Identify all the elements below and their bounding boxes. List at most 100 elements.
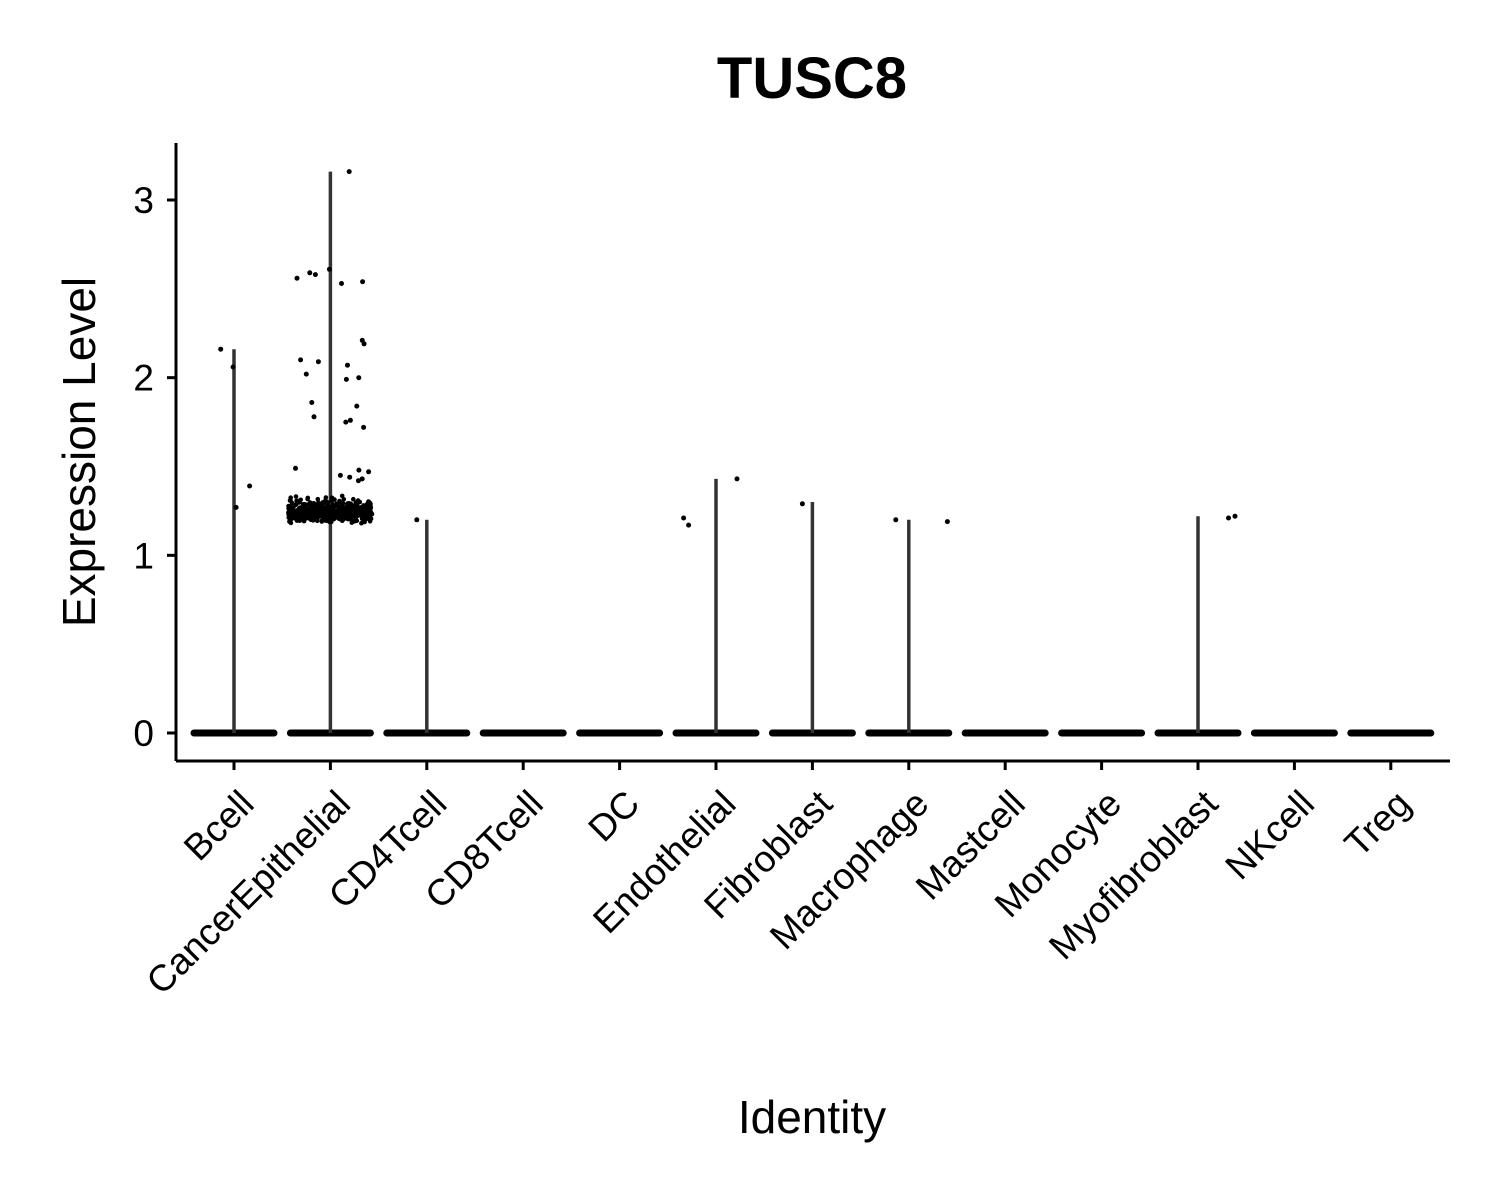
outlier-point-cancerepithelial: [366, 469, 372, 475]
cluster-point: [286, 515, 292, 520]
outlier-point-bcell: [233, 504, 239, 510]
cluster-point: [326, 509, 331, 514]
cluster-point: [345, 505, 350, 511]
cluster-point: [340, 512, 345, 518]
cluster-point: [365, 513, 371, 519]
cluster-point: [354, 502, 360, 508]
outlier-point-cancerepithelial: [315, 359, 321, 365]
cluster-point: [316, 500, 321, 505]
cluster-point: [288, 497, 293, 503]
outlier-point-cancerepithelial: [294, 275, 300, 281]
outlier-point-cancerepithelial: [346, 169, 352, 175]
outlier-point-cancerepithelial: [343, 419, 349, 425]
cluster-point: [303, 510, 309, 516]
cluster-point: [331, 516, 337, 522]
cluster-point: [329, 495, 335, 501]
outlier-point-cancerepithelial: [312, 272, 318, 278]
outlier-point-cancerepithelial: [307, 270, 313, 276]
cluster-point: [367, 507, 373, 513]
outlier-point-bcell: [247, 483, 253, 489]
outlier-point-cancerepithelial: [359, 476, 365, 482]
outlier-point-macrophage: [893, 517, 899, 523]
outlier-point-cancerepithelial: [347, 417, 353, 423]
cluster-point: [308, 517, 314, 523]
outlier-point-cd4tcell: [414, 517, 420, 523]
cluster-point: [315, 514, 320, 519]
cluster-point: [340, 501, 346, 506]
cluster-point: [323, 495, 329, 500]
cluster-point: [294, 502, 299, 507]
outlier-point-endothelial: [686, 522, 692, 528]
x-tick-label-treg: Treg: [1337, 783, 1419, 865]
outlier-point-bcell: [230, 364, 236, 370]
outlier-point-cancerepithelial: [343, 376, 349, 382]
cluster-point: [302, 501, 307, 507]
outlier-point-cancerepithelial: [356, 375, 362, 381]
y-tick-label-2: 2: [133, 358, 154, 399]
cluster-point: [341, 497, 347, 502]
y-tick-label-1: 1: [133, 535, 154, 576]
outlier-point-cancerepithelial: [361, 424, 367, 430]
cluster-point: [336, 508, 342, 514]
chart-title: TUSC8: [717, 46, 907, 111]
outlier-point-cancerepithelial: [303, 371, 309, 377]
cluster-point: [367, 519, 373, 524]
outlier-point-cancerepithelial: [361, 341, 367, 347]
cluster-point: [320, 509, 326, 514]
cluster-point: [342, 516, 347, 521]
x-tick-label-nkcell: NKcell: [1217, 783, 1322, 888]
cluster-point: [298, 497, 304, 503]
cluster-point: [311, 505, 317, 511]
cluster-point: [310, 512, 316, 517]
outlier-point-fibroblast: [799, 501, 805, 507]
cluster-point: [315, 496, 321, 502]
outlier-point-cancerepithelial: [293, 465, 298, 471]
outlier-point-cancerepithelial: [298, 357, 304, 363]
x-tick-label-dc: DC: [580, 783, 647, 850]
outlier-point-cancerepithelial: [356, 467, 362, 473]
y-axis-ticks: 0 1 2 3: [133, 180, 176, 754]
cluster-point: [347, 516, 353, 522]
outlier-point-cancerepithelial: [347, 474, 353, 480]
outlier-point-cancerepithelial: [360, 279, 366, 285]
y-tick-label-0: 0: [133, 713, 154, 754]
y-tick-label-3: 3: [133, 180, 154, 221]
outlier-point-cancerepithelial: [355, 478, 361, 484]
cluster-point: [362, 506, 367, 512]
cluster-point: [365, 504, 371, 510]
cluster-point: [287, 519, 292, 524]
x-axis-title: Identity: [738, 1091, 886, 1143]
outlier-point-cancerepithelial: [309, 400, 315, 405]
cluster-point: [337, 516, 343, 522]
cluster-point: [358, 505, 363, 510]
outlier-point-myofibroblast: [1232, 513, 1238, 519]
cluster-point: [298, 505, 304, 510]
cluster-point: [315, 518, 320, 524]
y-axis-title: Expression Level: [53, 277, 105, 627]
cluster-point: [298, 513, 304, 519]
outlier-point-cancerepithelial: [326, 266, 332, 272]
cluster-point: [293, 494, 299, 499]
x-tick-label-bcell: Bcell: [176, 783, 262, 869]
cluster-point: [322, 518, 328, 523]
cluster-point: [315, 506, 321, 511]
cluster-point: [289, 509, 294, 514]
cluster-point: [334, 501, 339, 507]
outlier-point-endothelial: [681, 515, 687, 521]
cluster-point: [351, 496, 356, 502]
outlier-point-endothelial: [734, 476, 740, 482]
outlier-point-cancerepithelial: [339, 281, 344, 286]
outlier-point-cancerepithelial: [311, 414, 317, 420]
outlier-point-myofibroblast: [1226, 515, 1231, 521]
cluster-point: [308, 503, 314, 509]
plot-area: [190, 169, 1435, 737]
cluster-point: [355, 508, 361, 514]
cluster-point: [351, 517, 357, 522]
outlier-point-bcell: [218, 346, 224, 352]
cluster-point: [305, 495, 311, 501]
cluster-point: [297, 518, 303, 523]
cluster-point: [366, 499, 371, 504]
cluster-point: [330, 510, 336, 516]
